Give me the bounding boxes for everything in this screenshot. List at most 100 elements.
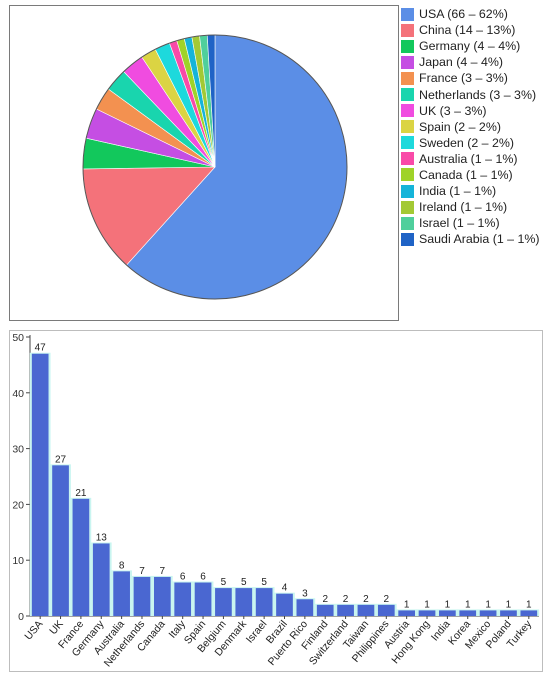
bar-value-label: 1 [445,599,451,610]
y-tick-label: 50 [12,332,24,344]
bar-value-label: 47 [35,343,47,354]
y-tick-label: 40 [12,388,24,400]
bar-netherlands [133,576,151,616]
bar-value-label: 5 [261,577,267,588]
legend-label: Spain (2 – 2%) [419,119,501,134]
bar-value-label: 7 [139,566,145,577]
x-tick-label: USA [22,618,45,642]
y-tick-label: 0 [18,611,24,623]
legend-label: Japan (4 – 4%) [419,55,504,70]
bar-france [72,498,90,616]
legend-swatch [401,152,414,166]
legend-item-ireland: Ireland (1 – 1%) [401,199,549,215]
bar-hong-kong [418,610,436,616]
bar-value-label: 1 [506,599,512,610]
bar-finland [316,604,334,616]
y-tick-label: 20 [12,499,24,511]
bar-value-label: 2 [363,594,369,605]
bar-usa [31,353,49,616]
bar-india [439,610,456,616]
pie-chart-panel [9,5,399,321]
legend-item-india: India (1 – 1%) [401,183,549,199]
legend-item-uk: UK (3 – 3%) [401,103,549,119]
legend-item-china: China (14 – 13%) [401,22,549,38]
legend-swatch [401,55,414,69]
bar-canada [153,576,171,616]
bar-philippines [377,604,395,616]
legend-swatch [401,104,414,118]
bar-value-label: 4 [282,583,288,594]
legend-swatch [401,136,414,150]
bar-value-label: 2 [343,594,349,605]
bar-taiwan [357,604,375,616]
pie-chart [82,34,348,300]
legend-item-spain: Spain (2 – 2%) [401,119,549,135]
legend-label: Canada (1 – 1%) [419,167,513,182]
legend-swatch [401,71,414,85]
legend-item-canada: Canada (1 – 1%) [401,167,549,183]
legend-label: UK (3 – 3%) [419,103,487,118]
pie-outline [82,34,348,300]
legend-swatch [401,120,414,134]
x-tick-label: Israel [244,618,270,645]
bar-value-label: 1 [424,599,430,610]
pie-legend: USA (66 – 62%) China (14 – 13%) Germany (4… [401,6,549,247]
legend-item-sweden: Sweden (2 – 2%) [401,135,549,151]
legend-item-france: France (3 – 3%) [401,70,549,86]
bar-korea [459,610,477,616]
legend-label: Saudi Arabia (1 – 1%) [419,232,540,247]
bar-value-label: 1 [526,599,532,610]
bar-poland [500,610,517,616]
bar-value-label: 3 [302,588,308,599]
y-tick-label: 10 [12,555,24,567]
legend-label: Sweden (2 – 2%) [419,135,515,150]
bar-value-label: 1 [465,599,471,610]
legend-label: France (3 – 3%) [419,71,508,86]
legend-swatch [401,168,414,182]
bar-mexico [479,610,497,616]
legend-item-australia: Australia (1 – 1%) [401,151,549,167]
legend-label: China (14 – 13%) [419,23,516,38]
legend-swatch [401,88,414,102]
bar-value-label: 6 [200,572,206,583]
bar-value-label: 7 [160,566,166,577]
bar-chart: 0102030405047USA27UK21France13Germany8Au… [12,332,540,669]
bar-value-label: 6 [180,572,186,583]
legend-item-netherlands: Netherlands (3 – 3%) [401,86,549,102]
bar-switzerland [337,604,354,616]
bar-puerto-rico [296,599,314,616]
bar-value-label: 8 [119,560,125,571]
bar-brazil [276,593,293,616]
legend-label: Australia (1 – 1%) [419,151,518,166]
legend-swatch [401,23,414,37]
legend-item-usa: USA (66 – 62%) [401,6,549,22]
bar-value-label: 21 [75,488,87,499]
bar-chart-panel: 0 10 20 30 40 50 47 USA 27 UK 21 France 13 Germany 8 Au… [9,330,543,672]
bar-australia [113,571,130,616]
legend-item-germany: Germany (4 – 4%) [401,38,549,54]
legend-swatch [401,232,414,246]
bar-uk [52,465,69,616]
legend-label: India (1 – 1%) [419,184,497,199]
legend-swatch [401,216,414,230]
bar-denmark [235,588,253,616]
bar-value-label: 5 [241,577,247,588]
bar-value-label: 27 [55,454,67,465]
legend-label: Netherlands (3 – 3%) [419,87,537,102]
bar-germany [92,543,110,616]
legend-swatch [401,184,414,198]
legend-swatch [401,7,414,21]
bar-austria [398,610,416,616]
legend-label: Israel (1 – 1%) [419,216,500,231]
legend-item-saudi-arabia: Saudi Arabia (1 – 1%) [401,231,549,247]
bar-value-label: 1 [485,599,491,610]
bar-value-label: 2 [384,594,390,605]
bar-belgium [215,588,232,616]
y-tick-label: 30 [12,444,24,456]
legend-item-japan: Japan (4 – 4%) [401,54,549,70]
bar-italy [174,582,192,616]
legend-item-israel: Israel (1 – 1%) [401,215,549,231]
bar-value-label: 13 [96,532,108,543]
bar-turkey [520,610,538,616]
bar-value-label: 2 [322,594,328,605]
